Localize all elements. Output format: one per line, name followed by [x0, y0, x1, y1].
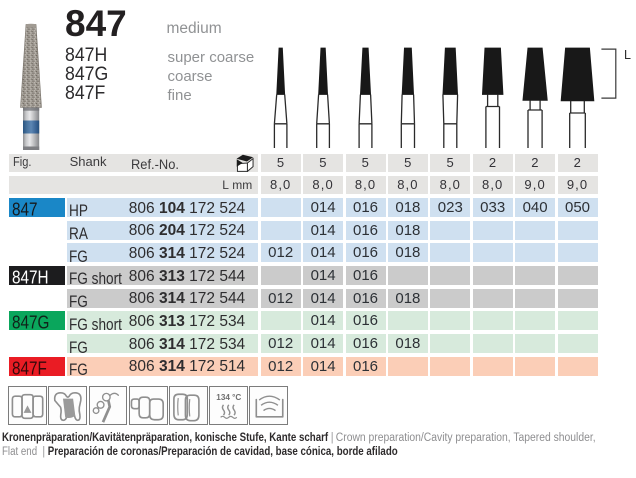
svg-text:134 °C: 134 °C: [216, 393, 241, 402]
svg-text:L: L: [624, 48, 631, 62]
